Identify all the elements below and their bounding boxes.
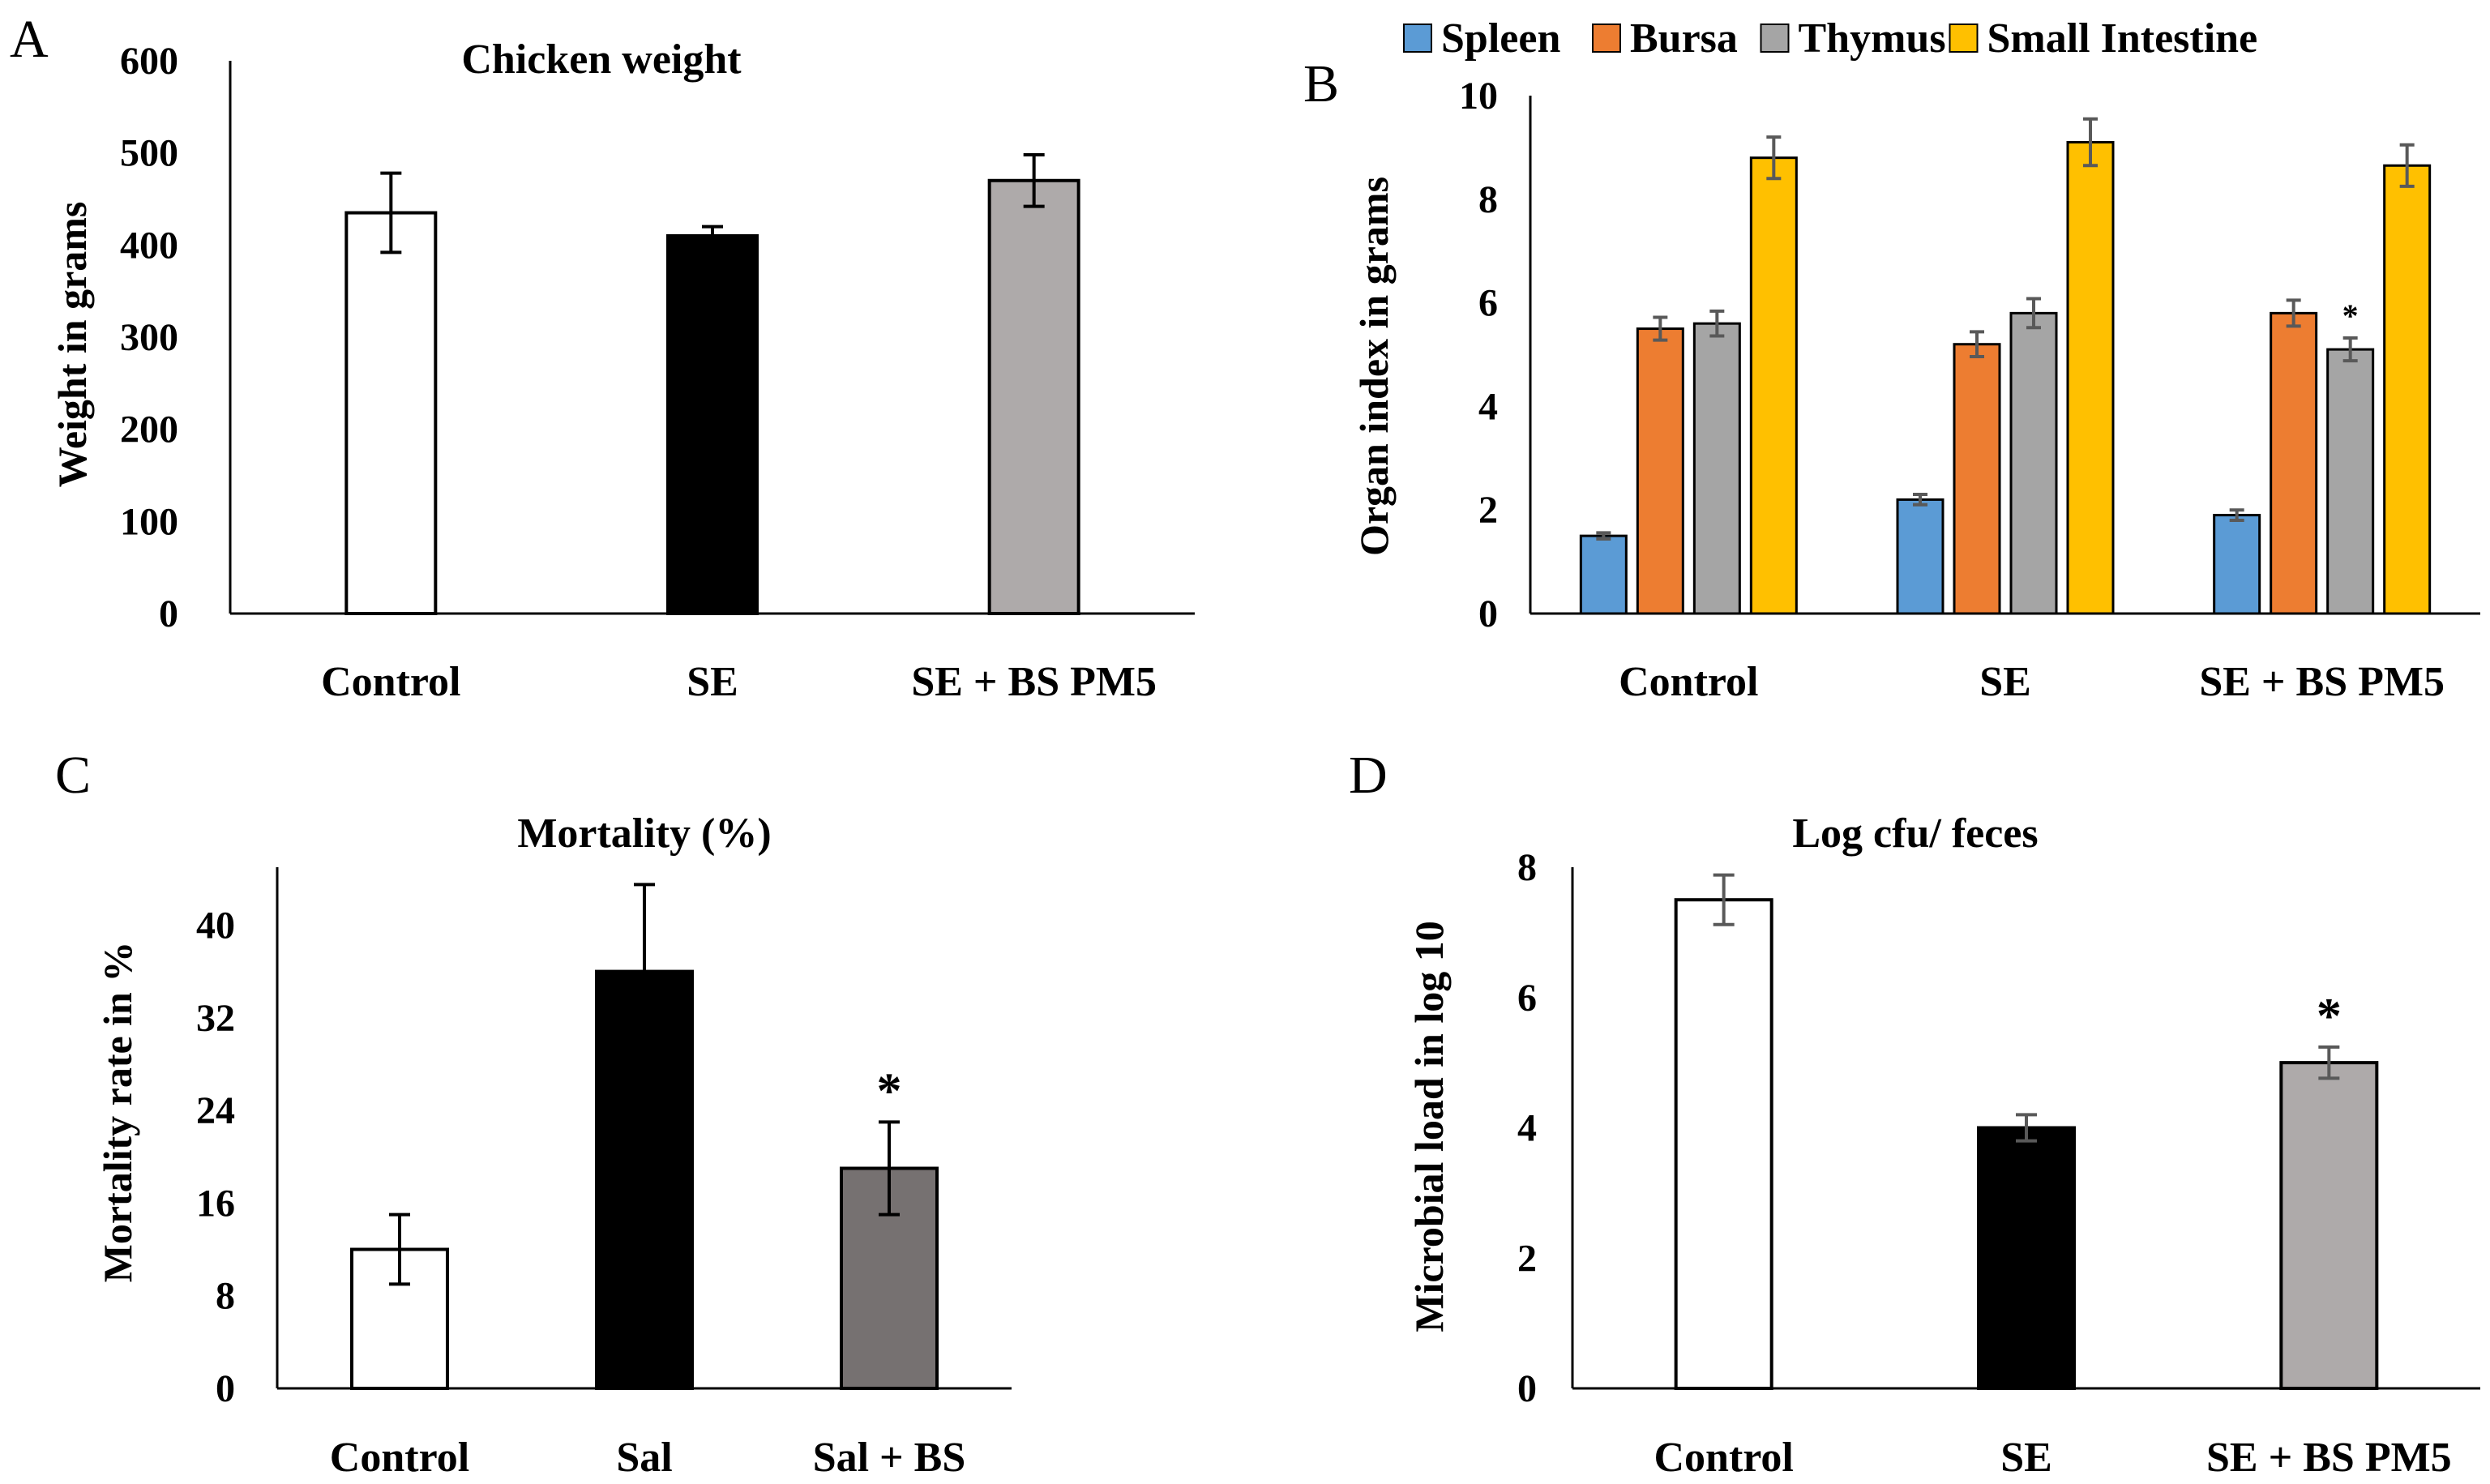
panel-b-bar <box>2009 311 2058 615</box>
panel-b-category-label: SE <box>1979 659 2031 705</box>
panel-b-y-tick-label: 4 <box>1478 385 1498 428</box>
panel-a-categories: Control SE SE + BS PM5 <box>321 659 1157 705</box>
panel-b-significance-mark: * <box>2342 297 2359 334</box>
panel-d-bar <box>1977 1126 2076 1390</box>
panel-b-y-tick-label: 0 <box>1478 592 1498 635</box>
panel-b-bar <box>2326 348 2375 615</box>
panel-a-y-tick-label: 600 <box>120 40 178 83</box>
panel-d-title: Log cfu/ feces <box>1792 810 2038 857</box>
panel-a-category-label: Control <box>321 659 460 705</box>
panel-d-categories: Control SE SE + BS PM5 <box>1654 1435 2451 1481</box>
panel-b-legend-label: Bursa <box>1630 15 1738 62</box>
panel-b-legend: Spleen Bursa Thymus Small Intestine <box>1403 15 2258 62</box>
panel-b-y-tick-label: 8 <box>1478 178 1498 221</box>
panel-d-significance-mark: * <box>2317 989 2342 1044</box>
panel-b-y-ticks: 0 2 4 6 8 10 <box>1459 75 1498 635</box>
panel-c-letter: C <box>55 746 91 805</box>
panel-b-bars: * <box>1579 117 2432 615</box>
panel-d-microbial-load-chart: D Log cfu/ feces Microbial load in log 1… <box>1349 746 2480 1481</box>
panel-b-legend-swatch <box>1760 24 1790 53</box>
panel-b-bar <box>1636 327 1684 615</box>
panel-c-y-axis-title: Mortality rate in % <box>95 942 140 1283</box>
panel-d-y-tick-label: 2 <box>1517 1237 1537 1280</box>
panel-a-y-tick-label: 200 <box>120 408 178 451</box>
panel-a-category-label: SE <box>687 659 738 705</box>
panel-b-organ-index-chart: B Organ index in grams Spleen Bursa Thymus… <box>1303 15 2480 705</box>
panel-a-letter: A <box>10 10 49 69</box>
panel-a-bar <box>987 178 1080 615</box>
panel-b-letter: B <box>1303 54 1339 113</box>
panel-b-category-label: SE + BS PM5 <box>2199 659 2445 705</box>
panel-a-weight-chart: A Chicken weight Weight in grams 0 100 200… <box>10 10 1195 705</box>
panel-b-legend-label: Small Intestine <box>1987 15 2258 62</box>
panel-a-title: Chicken weight <box>461 36 742 83</box>
panel-b-bar <box>1749 156 1798 615</box>
panel-b-bar <box>1692 322 1741 615</box>
panel-d-y-tick-label: 0 <box>1517 1367 1537 1410</box>
panel-a-bars <box>344 152 1080 615</box>
panel-b-y-axis-title: Organ index in grams <box>1351 177 1397 556</box>
panel-c-significance-mark: * <box>877 1063 902 1118</box>
panel-c-category-label: Sal + BS <box>813 1435 966 1481</box>
panel-d-category-label: Control <box>1654 1435 1793 1481</box>
panel-b-legend-swatch <box>1949 24 1979 53</box>
panel-a-y-tick-label: 100 <box>120 500 178 543</box>
panel-d-y-ticks: 0 2 4 6 8 <box>1517 846 1537 1410</box>
panel-c-category-label: Sal <box>616 1435 672 1481</box>
panel-b-bar <box>2066 141 2115 615</box>
panel-b-bar <box>1896 498 1945 615</box>
panel-d-y-tick-label: 6 <box>1517 977 1537 1020</box>
panel-a-y-tick-label: 500 <box>120 132 178 175</box>
panel-d-category-label: SE <box>2000 1435 2052 1481</box>
panel-d-bar <box>1674 898 1773 1390</box>
panel-c-y-tick-label: 16 <box>196 1182 235 1225</box>
panel-b-category-label: Control <box>1619 659 1758 705</box>
panel-a-y-tick-label: 300 <box>120 316 178 359</box>
panel-d-bar <box>2279 1061 2379 1390</box>
panel-c-y-tick-label: 8 <box>216 1275 235 1318</box>
panel-b-legend-label: Thymus <box>1799 15 1946 62</box>
panel-d-y-tick-label: 4 <box>1517 1107 1537 1150</box>
panel-b-bar <box>1579 534 1628 615</box>
panel-a-y-axis-title: Weight in grams <box>49 202 95 488</box>
panel-c-y-tick-label: 0 <box>216 1367 235 1410</box>
panel-a-y-ticks: 0 100 200 300 400 500 600 <box>120 40 178 635</box>
panel-c-bars: * <box>350 883 939 1390</box>
panel-b-bar <box>2213 514 2261 615</box>
panel-c-bar <box>350 1247 449 1390</box>
panel-b-y-tick-label: 2 <box>1478 489 1498 532</box>
panel-a-bar <box>666 233 759 615</box>
panel-a-bar <box>344 211 438 615</box>
panel-d-letter: D <box>1349 746 1388 805</box>
panel-b-y-tick-label: 10 <box>1459 75 1498 118</box>
panel-d-category-label: SE + BS PM5 <box>2206 1435 2452 1481</box>
panel-b-bar <box>1953 343 2001 615</box>
panel-d-y-tick-label: 8 <box>1517 846 1537 889</box>
panel-c-y-tick-label: 32 <box>196 997 235 1040</box>
panel-b-bar <box>2383 164 2432 615</box>
panel-c-mortality-chart: C Mortality (%) Mortality rate in % 0 8 16… <box>55 746 1012 1481</box>
panel-c-categories: Control Sal Sal + BS <box>330 1435 966 1481</box>
panel-b-legend-swatch <box>1592 24 1621 53</box>
panel-c-title: Mortality (%) <box>517 810 771 857</box>
panel-b-legend-swatch <box>1403 24 1432 53</box>
panel-b-y-tick-label: 6 <box>1478 282 1498 325</box>
panel-c-y-tick-label: 24 <box>196 1089 235 1132</box>
panel-a-y-tick-label: 0 <box>159 592 178 635</box>
panel-c-y-tick-label: 40 <box>196 904 235 947</box>
panel-a-category-label: SE + BS PM5 <box>911 659 1157 705</box>
panel-c-y-ticks: 0 8 16 24 32 40 <box>196 904 235 1410</box>
panel-a-y-tick-label: 400 <box>120 224 178 267</box>
panel-c-category-label: Control <box>330 1435 469 1481</box>
panel-b-bar <box>2270 311 2318 615</box>
panel-d-y-axis-title: Microbial load in log 10 <box>1406 921 1452 1332</box>
panel-b-legend-label: Spleen <box>1441 15 1560 62</box>
panel-d-bars: * <box>1674 873 2379 1390</box>
panel-b-categories: Control SE SE + BS PM5 <box>1619 659 2445 705</box>
